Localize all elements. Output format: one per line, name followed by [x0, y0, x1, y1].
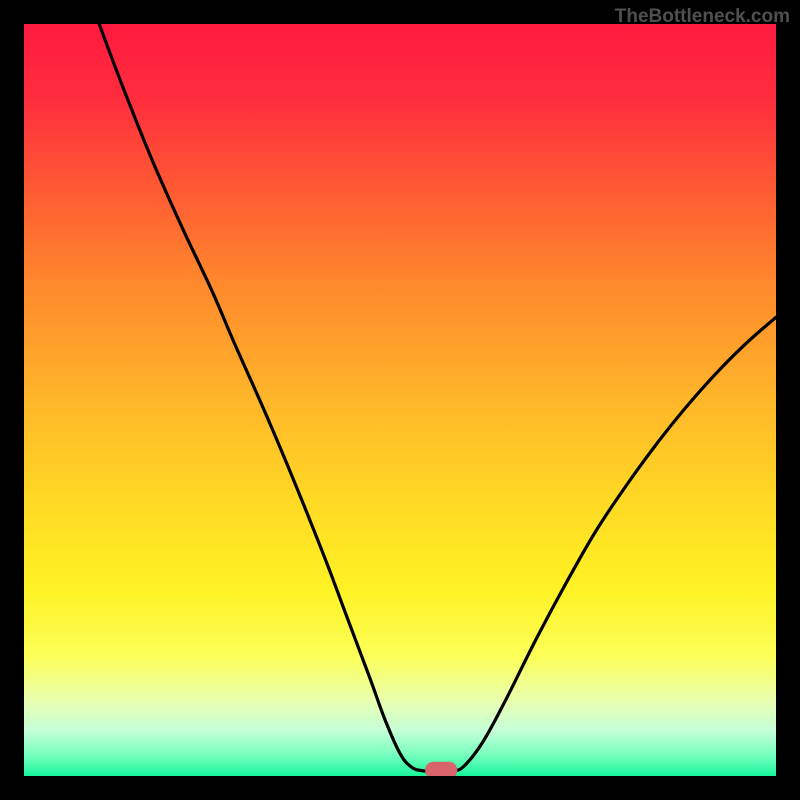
- plot-area: [24, 24, 776, 776]
- chart-frame: TheBottleneck.com: [0, 0, 800, 800]
- curve-path: [99, 24, 776, 771]
- bottleneck-curve: [24, 24, 776, 776]
- optimal-point-marker: [426, 762, 458, 776]
- watermark-text: TheBottleneck.com: [615, 6, 790, 28]
